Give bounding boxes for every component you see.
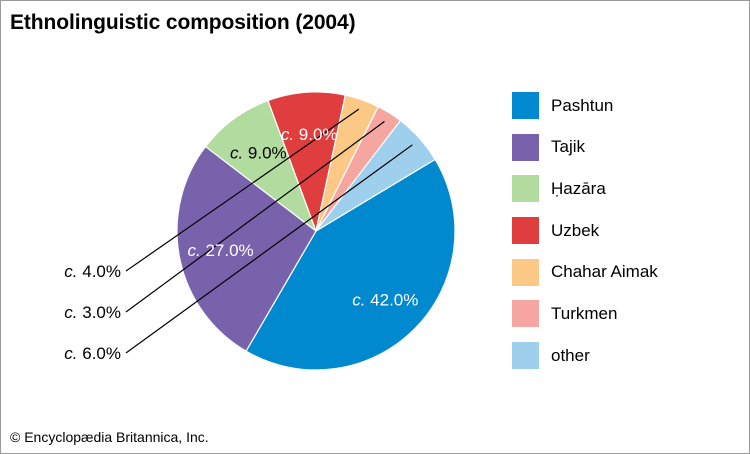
slice-label-turkmen: c. 3.0% <box>64 303 121 322</box>
legend-item-turkmen: Turkmen <box>512 300 658 328</box>
leader-line-other <box>125 144 413 354</box>
slice-value: 9.0% <box>294 124 337 143</box>
chart-legend: Pashtun Tajik Ḥazāra Uzbek Chahar Aimak Turkm… <box>512 92 658 384</box>
legend-label: other <box>551 345 590 365</box>
slice-value: 3.0% <box>78 303 121 322</box>
legend-label: Chahar Aimak <box>551 262 658 282</box>
slice-label-tajik: c. 27.0% <box>188 240 254 259</box>
legend-swatch <box>512 133 539 161</box>
slice-label-other: c. 6.0% <box>64 344 121 363</box>
legend-item-uzbek: Uzbek <box>512 217 658 245</box>
pie-slice-uzbek <box>267 91 346 232</box>
legend-label: Tajik <box>551 137 586 157</box>
pie-slice-pashtun <box>245 158 456 371</box>
legend-item-chahar-aimak: Chahar Aimak <box>512 258 658 286</box>
leader-line-chahar-aimak <box>125 108 360 272</box>
legend-label: Turkmen <box>551 303 618 323</box>
legend-swatch <box>512 342 539 370</box>
slice-value: 6.0% <box>78 344 121 363</box>
legend-item-tajik: Tajik <box>512 133 658 161</box>
leader-line-turkmen <box>125 120 385 313</box>
pie-slice-other <box>315 119 436 232</box>
slice-value: 42.0% <box>365 290 418 309</box>
legend-label: Uzbek <box>551 220 600 240</box>
legend-item-pashtun: Pashtun <box>512 92 658 119</box>
legend-swatch <box>512 217 539 245</box>
legend-label: Pashtun <box>551 95 614 115</box>
circa-prefix: c. <box>64 344 77 363</box>
circa-prefix: c. <box>64 303 77 322</box>
circa-prefix: c. <box>188 240 201 259</box>
slice-value: 27.0% <box>201 240 254 259</box>
slice-label-hazara: c. 9.0% <box>230 143 287 162</box>
slice-label-uzbek: c. 9.0% <box>281 124 338 143</box>
circa-prefix: c. <box>281 124 294 143</box>
legend-label: Ḥazāra <box>551 178 606 198</box>
slice-value: 4.0% <box>78 262 121 281</box>
slice-value: 9.0% <box>243 143 286 162</box>
legend-swatch <box>512 92 539 119</box>
slice-label-pashtun: c. 42.0% <box>352 290 418 309</box>
pie-leader-lines <box>125 108 413 354</box>
chart-title: Ethnolinguistic composition (2004) <box>10 11 356 34</box>
slice-label-chahar-aimak: c. 4.0% <box>64 262 121 281</box>
circa-prefix: c. <box>230 143 243 162</box>
legend-swatch <box>512 258 539 286</box>
pie-slice-tajik <box>176 145 317 352</box>
circa-prefix: c. <box>64 262 77 281</box>
circa-prefix: c. <box>352 290 365 309</box>
legend-swatch <box>512 300 539 328</box>
copyright-credit: © Encyclopædia Britannica, Inc. <box>10 429 209 445</box>
legend-item-hazara: Ḥazāra <box>512 175 658 203</box>
pie-data-labels: c. 42.0%c. 27.0%c. 9.0%c. 9.0%c. 4.0%c. … <box>64 124 418 362</box>
legend-swatch <box>512 175 539 203</box>
legend-item-other: other <box>512 342 658 370</box>
